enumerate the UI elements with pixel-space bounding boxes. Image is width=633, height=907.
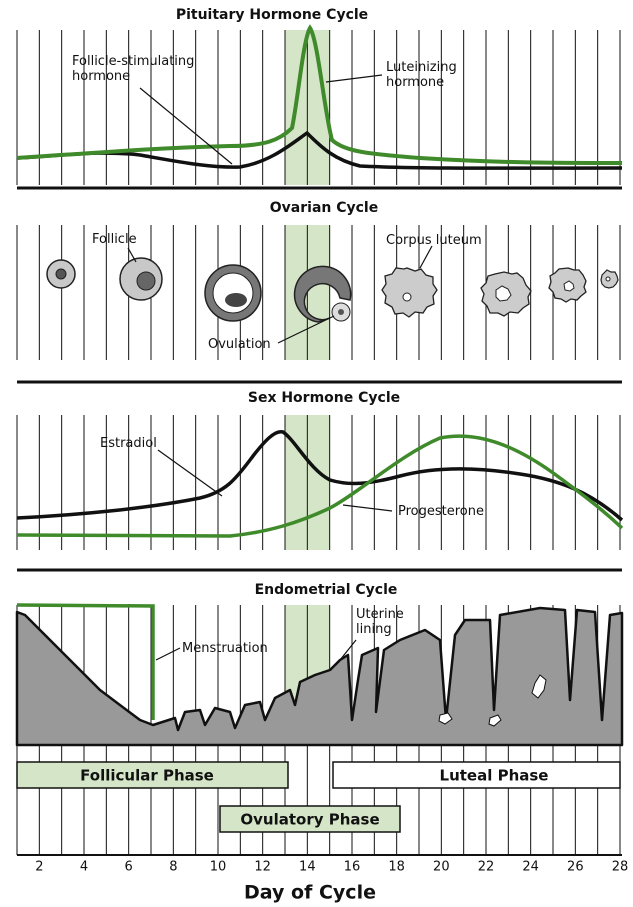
x-tick-label: 14: [299, 860, 316, 875]
fsh-curve: [16, 130, 623, 170]
x-tick-label: 26: [567, 860, 584, 875]
follicular-phase-bar: [16, 761, 289, 789]
luteal-phase-bar: [332, 761, 621, 789]
ovulatory-phase-bar: [219, 805, 401, 833]
x-tick-label: 22: [478, 860, 495, 875]
follicle-oocyte: [225, 293, 247, 307]
annotation: Follicle: [92, 232, 137, 247]
leader-line: [335, 639, 357, 666]
axis-title: Day of Cycle: [244, 882, 376, 904]
x-tick-label: 8: [169, 860, 177, 875]
annotation-line: Follicle: [92, 232, 137, 247]
panel-title: Ovarian Cycle: [270, 200, 378, 216]
lh-curve: [16, 24, 623, 165]
annotation-line: Luteinizing: [386, 60, 457, 75]
annotation-line: Follicle-stimulating: [72, 54, 194, 69]
follicle-oocyte: [55, 268, 67, 280]
x-tick-label: 20: [433, 860, 450, 875]
leader-line: [139, 87, 233, 165]
corpus-luteum-core: [402, 292, 412, 302]
x-tick-label: 28: [612, 860, 629, 875]
corpus-albicans-core: [605, 276, 611, 282]
gland-lumen: [488, 714, 502, 727]
gland-lumen: [438, 712, 453, 725]
annotation-line: Estradiol: [100, 436, 157, 451]
annotation-line: Progesterone: [398, 504, 484, 519]
annotation-line: Corpus luteum: [386, 233, 482, 248]
leader-line: [157, 449, 223, 497]
leader-line: [277, 315, 335, 344]
panel-title: Sex Hormone Cycle: [248, 390, 400, 406]
panel-title: Endometrial Cycle: [255, 582, 398, 598]
x-tick-label: 2: [35, 860, 43, 875]
corpus-luteum: [381, 267, 438, 318]
annotation: Luteinizing hormone: [386, 60, 457, 90]
annotation: Estradiol: [100, 436, 157, 451]
annotation: Corpus luteum: [386, 233, 482, 248]
annotation-line: hormone: [72, 69, 130, 84]
leader-line: [325, 74, 383, 83]
annotation-line: lining: [356, 622, 392, 637]
phase-label: Follicular Phase: [80, 767, 214, 785]
x-tick-label: 24: [522, 860, 539, 875]
x-tick-label: 6: [125, 860, 133, 875]
follicle-oocyte: [136, 271, 156, 291]
leader-line: [127, 247, 137, 263]
annotation-line: Ovulation: [208, 337, 271, 352]
ruptured-follicle: [293, 265, 352, 323]
estradiol-curve: [16, 430, 624, 522]
leader-line: [419, 245, 433, 269]
gland-lumen: [531, 674, 547, 699]
leader-line: [155, 647, 181, 661]
phase-label: Ovulatory Phase: [240, 811, 379, 829]
corpus-albicans-core: [563, 280, 575, 292]
menstruation-line: [16, 603, 155, 720]
phase-label: Luteal Phase: [440, 767, 549, 785]
panel-title: Pituitary Hormone Cycle: [176, 7, 368, 23]
annotation-line: Uterine: [356, 607, 404, 622]
annotation: Follicle-stimulating hormone: [72, 54, 194, 84]
x-tick-label: 16: [344, 860, 361, 875]
annotation: Uterine lining: [356, 607, 404, 637]
annotation-line: hormone: [386, 75, 444, 90]
x-tick-label: 18: [388, 860, 405, 875]
progesterone-curve: [16, 434, 624, 538]
annotation: Progesterone: [398, 504, 484, 519]
corpus-luteum-core: [495, 285, 512, 302]
x-tick-label: 12: [254, 860, 271, 875]
annotation: Ovulation: [208, 337, 271, 352]
endometrium: [15, 606, 624, 747]
x-tick-label: 10: [210, 860, 227, 875]
follicle-antrum: [212, 272, 254, 314]
annotation-line: Menstruation: [182, 641, 268, 656]
leader-line: [342, 504, 393, 512]
ovum-nucleus: [338, 309, 344, 315]
annotation: Menstruation: [182, 641, 268, 656]
x-tick-label: 4: [80, 860, 88, 875]
